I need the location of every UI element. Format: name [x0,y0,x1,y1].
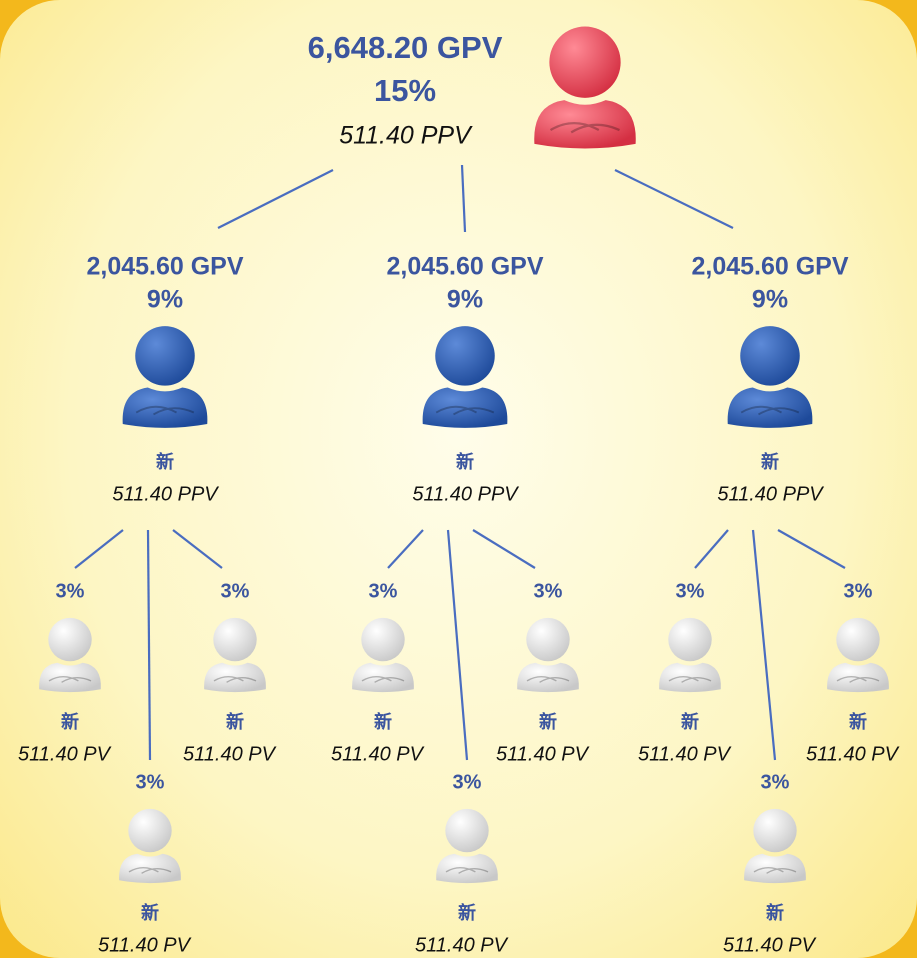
person-icon [39,618,101,692]
connector [695,530,728,568]
connector [218,170,333,228]
root-percent: 15% [374,73,436,108]
child-label: 新 [374,711,392,732]
child-label: 新 [61,711,79,732]
child-label: 新 [681,711,699,732]
person-icon [534,27,636,149]
connector [753,530,775,760]
branch-percent: 9% [447,286,483,314]
person-icon [436,809,498,883]
child-pv: 511.40 PV [183,743,277,765]
connector [148,530,150,760]
branch-gpv: 2,045.60 GPV [691,253,848,281]
person-icon [517,618,579,692]
child-pv: 511.40 PV [723,934,817,956]
branch-gpv: 2,045.60 GPV [386,253,543,281]
connector [462,165,465,232]
person-icon [204,618,266,692]
branch-label: 新 [456,451,474,472]
person-icon [827,618,889,692]
child-label: 新 [539,711,557,732]
person-icon [423,326,508,428]
root-ppv: 511.40 PPV [339,122,473,150]
child-percent: 3% [676,580,705,602]
diagram: 6,648.20 GPV 15% 511.40 PPV 2,045.60 GPV 9% 新… [0,0,917,958]
child-pv: 511.40 PV [98,934,192,956]
person-icon [352,618,414,692]
person-icon [744,809,806,883]
child-percent: 3% [534,580,563,602]
child-percent: 3% [761,771,790,793]
branch-ppv: 511.40 PPV [412,483,519,505]
child-percent: 3% [56,580,85,602]
child-label: 新 [766,902,784,923]
person-icon [728,326,813,428]
child-pv: 511.40 PV [806,743,900,765]
person-icon [659,618,721,692]
branch-gpv: 2,045.60 GPV [86,253,243,281]
child-label: 新 [141,902,159,923]
connector [473,530,535,568]
person-icon [123,326,208,428]
branch-percent: 9% [752,286,788,314]
person-icon [119,809,181,883]
child-pv: 511.40 PV [331,743,425,765]
connector [388,530,423,568]
connector [615,170,733,228]
child-percent: 3% [844,580,873,602]
child-label: 新 [458,902,476,923]
branch-label: 新 [156,451,174,472]
connector [778,530,845,568]
child-percent: 3% [136,771,165,793]
child-pv: 511.40 PV [638,743,732,765]
child-percent: 3% [369,580,398,602]
child-pv: 511.40 PV [415,934,509,956]
root-gpv: 6,648.20 GPV [308,30,503,65]
child-pv: 511.40 PV [496,743,590,765]
branch-ppv: 511.40 PPV [112,483,219,505]
connector [75,530,123,568]
child-percent: 3% [453,771,482,793]
branch-label: 新 [761,451,779,472]
child-label: 新 [226,711,244,732]
child-pv: 511.40 PV [18,743,112,765]
connector [448,530,467,760]
connector [173,530,222,568]
branch-percent: 9% [147,286,183,314]
child-percent: 3% [221,580,250,602]
branch-ppv: 511.40 PPV [717,483,824,505]
child-label: 新 [849,711,867,732]
